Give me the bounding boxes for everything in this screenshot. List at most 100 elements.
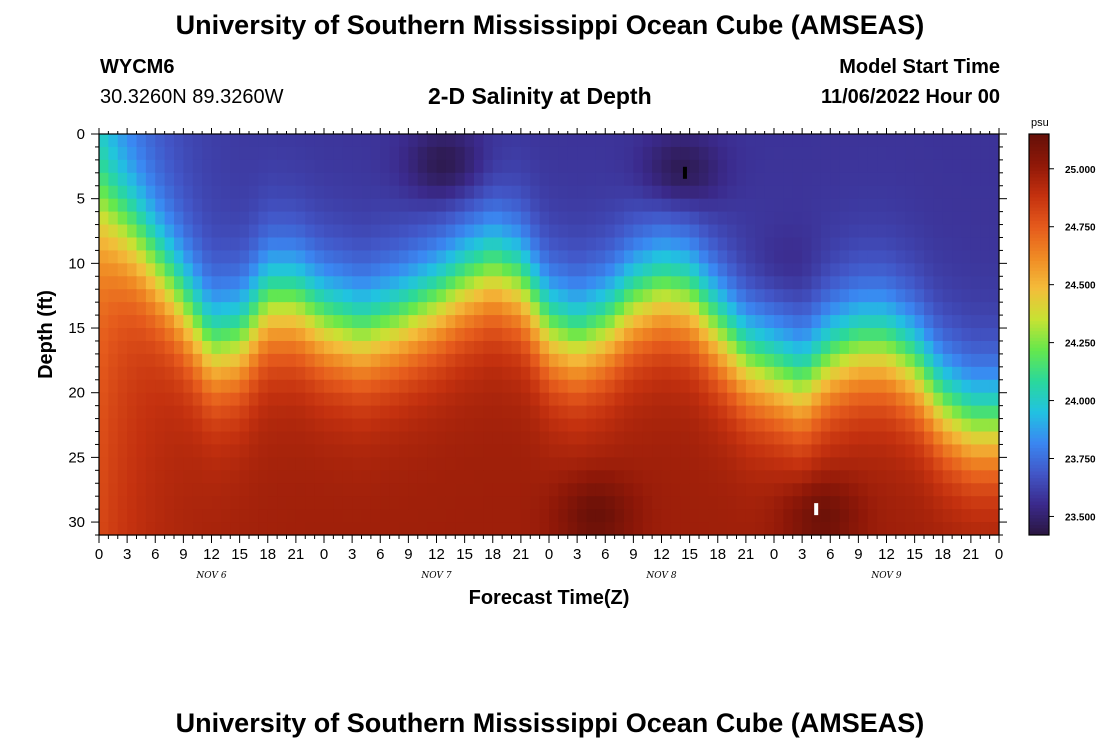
heatmap-cell xyxy=(117,289,128,303)
heatmap-cell xyxy=(595,405,606,420)
heatmap-cell xyxy=(361,263,372,277)
heatmap-cell xyxy=(942,159,953,174)
colorbar-segment xyxy=(1029,234,1049,239)
colorbar-segment xyxy=(1029,184,1049,188)
heatmap-cell xyxy=(642,198,653,213)
heatmap-cell xyxy=(220,405,231,420)
heatmap-cell xyxy=(970,431,981,446)
heatmap-cell xyxy=(586,431,597,446)
heatmap-cell xyxy=(174,211,184,226)
heatmap-cell xyxy=(755,431,766,446)
heatmap-cell xyxy=(474,276,484,290)
heatmap-cell xyxy=(136,263,147,277)
heatmap-cell xyxy=(914,263,925,277)
heatmap-cell xyxy=(136,522,147,536)
heatmap-cell xyxy=(717,353,728,368)
heatmap-cell xyxy=(155,509,166,523)
heatmap-cell xyxy=(427,276,438,290)
heatmap-cell xyxy=(370,496,381,510)
heatmap-cell xyxy=(792,146,803,161)
heatmap-cell xyxy=(305,211,316,226)
heatmap-cell xyxy=(539,302,550,316)
heatmap-cell xyxy=(745,392,756,407)
heatmap-cell xyxy=(952,444,963,458)
heatmap-cell xyxy=(380,522,391,536)
colorbar-segment xyxy=(1029,147,1049,152)
colorbar-segment xyxy=(1029,518,1049,523)
heatmap-cell xyxy=(914,405,925,420)
heatmap-cell xyxy=(249,172,259,187)
x-axis-title: Forecast Time(Z) xyxy=(469,587,630,609)
heatmap-cell xyxy=(192,444,203,458)
heatmap-cell xyxy=(867,522,878,536)
heatmap-cell xyxy=(295,185,306,200)
heatmap-cell xyxy=(492,276,503,290)
heatmap-cell xyxy=(474,509,484,523)
heatmap-cell xyxy=(380,237,391,252)
heatmap-cell xyxy=(286,457,297,471)
heatmap-cell xyxy=(980,392,991,407)
heatmap-cell xyxy=(530,483,541,497)
heatmap-cell xyxy=(305,353,316,368)
heatmap-cell xyxy=(183,353,194,368)
heatmap-cell xyxy=(624,159,634,174)
heatmap-cell xyxy=(389,444,400,458)
heatmap-cell xyxy=(689,470,700,484)
heatmap-cell xyxy=(717,289,728,303)
heatmap-cell xyxy=(652,483,663,497)
heatmap-cell xyxy=(895,289,906,303)
heatmap-cell xyxy=(361,315,372,329)
heatmap-cell xyxy=(342,198,353,213)
heatmap-cell xyxy=(324,522,334,536)
heatmap-cell xyxy=(408,159,419,174)
heatmap-cell xyxy=(202,431,213,446)
heatmap-cell xyxy=(117,237,128,252)
heatmap-cell xyxy=(380,483,391,497)
heatmap-cell xyxy=(295,522,306,536)
colorbar-segment xyxy=(1029,391,1049,396)
heatmap-cell xyxy=(661,392,672,407)
heatmap-cell xyxy=(736,172,747,187)
heatmap-cell xyxy=(445,522,456,536)
heatmap-cell xyxy=(117,302,128,316)
heatmap-cell xyxy=(567,289,578,303)
heatmap-cell xyxy=(183,250,194,264)
heatmap-cell xyxy=(577,379,588,394)
heatmap-cell xyxy=(174,522,184,536)
heatmap-cell xyxy=(774,198,784,213)
heatmap-cell xyxy=(380,289,391,303)
heatmap-cell xyxy=(492,353,503,368)
heatmap-cell xyxy=(736,237,747,252)
heatmap-cell xyxy=(605,379,616,394)
heatmap-cell xyxy=(614,457,625,471)
heatmap-cell xyxy=(211,302,222,316)
heatmap-cell xyxy=(811,418,822,433)
station-id: WYCM6 xyxy=(100,56,175,78)
heatmap-cell xyxy=(811,211,822,226)
heatmap-cell xyxy=(136,276,147,290)
heatmap-cell xyxy=(380,263,391,277)
heatmap-cell xyxy=(502,134,513,148)
heatmap-cell xyxy=(633,198,644,213)
heatmap-cell xyxy=(511,302,522,316)
heatmap-cell xyxy=(380,379,391,394)
heatmap-cell xyxy=(867,509,878,523)
heatmap xyxy=(99,134,1000,536)
heatmap-cell xyxy=(914,522,925,536)
heatmap-cell xyxy=(361,353,372,368)
heatmap-cell xyxy=(539,470,550,484)
heatmap-cell xyxy=(811,263,822,277)
heatmap-cell xyxy=(764,392,775,407)
heatmap-cell xyxy=(895,522,906,536)
heatmap-cell xyxy=(689,483,700,497)
colorbar-segment xyxy=(1029,177,1049,182)
heatmap-cell xyxy=(314,431,325,446)
heatmap-cell xyxy=(239,470,250,484)
heatmap-cell xyxy=(820,496,831,510)
heatmap-cell xyxy=(661,198,672,213)
heatmap-cell xyxy=(849,172,859,187)
heatmap-cell xyxy=(530,470,541,484)
heatmap-cell xyxy=(352,470,363,484)
heatmap-cell xyxy=(549,418,559,433)
heatmap-cell xyxy=(567,470,578,484)
